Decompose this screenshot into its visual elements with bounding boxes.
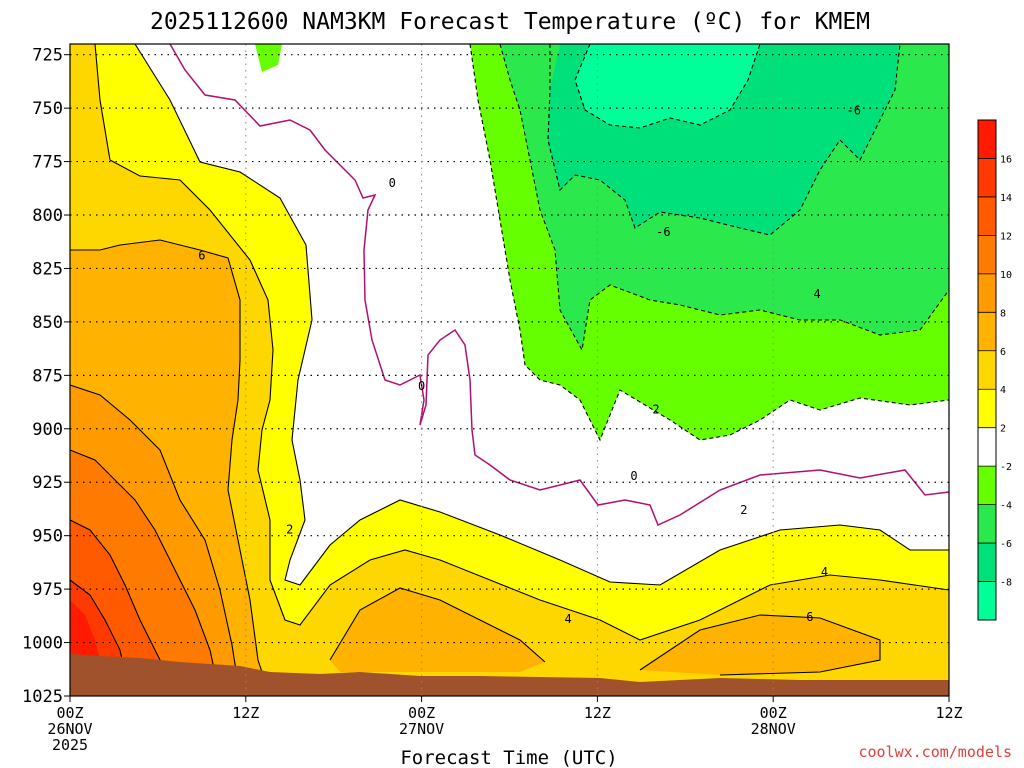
colorbar-tick-label: 2: [1000, 424, 1006, 435]
colorbar-swatch: [978, 389, 996, 428]
contour-labels: 0 0 0 6 2 -6 -6 4 2 2 4 4 6: [198, 103, 861, 626]
colorbar-swatch: [978, 273, 996, 313]
colorbar-swatch: [978, 466, 996, 505]
isotherm-8: [70, 384, 241, 696]
x-tick-label1: 12Z: [584, 704, 611, 722]
colorbar-tick-label: -8: [1000, 578, 1012, 589]
colorbar-tick-label: 6: [1000, 347, 1006, 358]
y-tick-label: 975: [32, 580, 63, 600]
plot-frame: [69, 43, 950, 697]
isotherm-10: [70, 449, 221, 696]
colorbar-swatch: [978, 504, 996, 544]
colorbar-swatch: [978, 427, 996, 467]
y-tick-label: 750: [32, 99, 63, 119]
contour-label: 4: [821, 565, 828, 579]
chart-title: 2025112600 NAM3KM Forecast Temperature (…: [150, 9, 870, 35]
y-tick-label: 825: [32, 259, 63, 279]
y-tick-label: 775: [32, 153, 63, 173]
colorbar-swatch: [978, 543, 996, 582]
isotherm-neg4: [499, 44, 949, 352]
x-tick-label1: 00Z: [56, 704, 83, 722]
isotherm-6-mid: [329, 587, 546, 663]
contour-label: 4: [814, 287, 821, 301]
temperature-fills: [70, 44, 949, 696]
y-tick-label: 925: [32, 473, 63, 493]
colorbar-swatch: [978, 312, 996, 351]
terrain-below-surface: [70, 654, 949, 696]
x-tick-label1: 00Z: [408, 704, 435, 722]
y-axis: 725 750 775 800 825 850 875 900 925 950 975 1000 102…: [22, 46, 70, 707]
fill-temp-2-4: [70, 44, 949, 696]
y-tick-label: 850: [32, 313, 63, 333]
isotherm-2-left: [134, 44, 949, 586]
grid-lines: [70, 44, 949, 696]
x-tick-label2: 27NOV: [399, 720, 444, 738]
colorbar-tick-label: -4: [1000, 501, 1012, 512]
y-tick-label: 950: [32, 527, 63, 547]
isotherm-4: [94, 44, 949, 641]
colorbar-swatch: [978, 196, 996, 236]
contour-label: 6: [198, 249, 205, 263]
colorbar-frame: [977, 119, 997, 621]
contour-label: 6: [806, 610, 813, 624]
x-tick-label3: 2025: [52, 736, 88, 754]
fill-temp-neg8-neg10: [575, 44, 760, 128]
isotherm-0-upper: [169, 44, 949, 527]
x-tick-label1: 00Z: [760, 704, 787, 722]
colorbar-swatch: [978, 120, 996, 159]
credit-link[interactable]: coolwx.com/models: [858, 743, 1012, 761]
isotherm-lines: [70, 44, 949, 696]
x-tick-label1: 12Z: [232, 704, 259, 722]
colorbar-tick-label: 14: [1000, 193, 1012, 204]
colorbar-tick-label: -6: [1000, 539, 1012, 550]
colorbar-tick-label: 8: [1000, 308, 1006, 319]
colorbar-swatch: [978, 581, 996, 620]
colorbar-swatch: [978, 350, 996, 390]
colorbar: -8 -6 -4 -2 2 4 6 8 10 12 14 16: [977, 119, 1012, 621]
contour-label: 0: [418, 379, 425, 393]
colorbar-tick-label: 4: [1000, 385, 1006, 396]
contour-label: 0: [389, 176, 396, 190]
isotherm-neg2: [469, 44, 949, 442]
contour-label: 2: [652, 403, 659, 417]
contour-label: 2: [740, 503, 747, 517]
x-tick-label2: 26NOV: [47, 720, 92, 738]
colorbar-swatch: [978, 235, 996, 274]
colorbar-tick-label: -2: [1000, 462, 1012, 473]
isotherm-6: [70, 239, 271, 696]
y-tick-label: 800: [32, 206, 63, 226]
contour-label: -6: [847, 103, 861, 117]
contour-label: -6: [656, 225, 670, 239]
y-tick-label: 1025: [22, 687, 63, 707]
isotherm-neg6: [547, 44, 901, 236]
isotherm-6-right: [639, 614, 881, 676]
contour-label: 0: [630, 469, 637, 483]
y-tick-label: 875: [32, 366, 63, 386]
x-axis-label: Forecast Time (UTC): [400, 747, 617, 768]
x-tick-label1: 12Z: [935, 704, 962, 722]
y-tick-label: 1000: [22, 634, 63, 654]
colorbar-tick-label: 12: [1000, 231, 1012, 242]
y-tick-label: 725: [32, 46, 63, 66]
colorbar-swatch: [978, 158, 996, 197]
colorbar-tick-label: 16: [1000, 154, 1012, 165]
colorbar-tick-label: 10: [1000, 270, 1012, 281]
contour-label: 4: [564, 612, 571, 626]
plot-area: 0 0 0 6 2 -6 -6 4 2 2 4 4 6: [69, 43, 950, 697]
contour-label: 2: [286, 522, 293, 536]
y-tick-label: 900: [32, 420, 63, 440]
x-tick-label2: 28NOV: [751, 720, 796, 738]
